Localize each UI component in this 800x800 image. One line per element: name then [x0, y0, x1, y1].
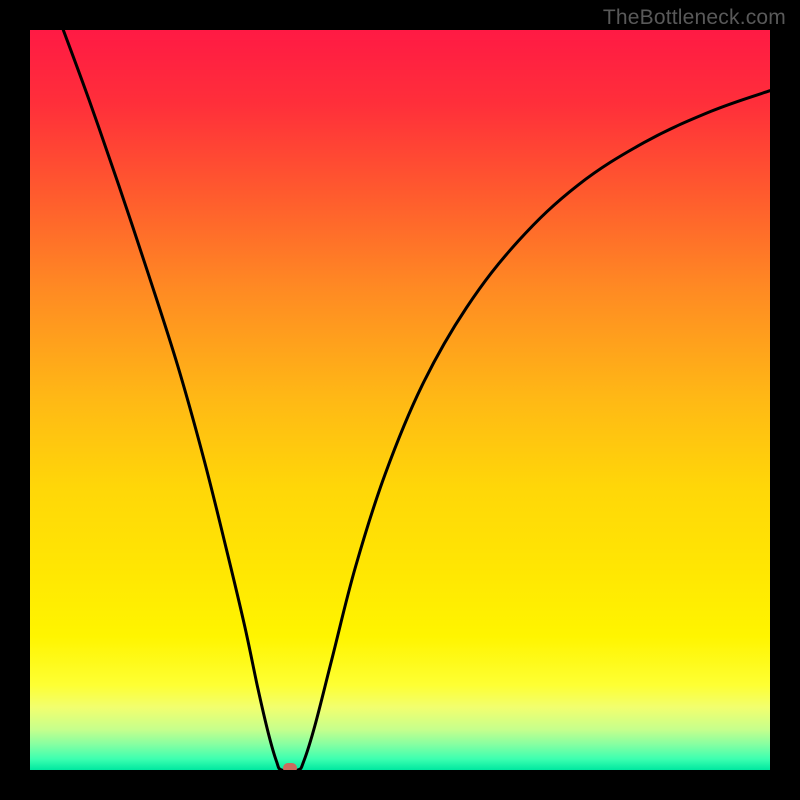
- bottleneck-curve: [30, 30, 770, 770]
- watermark-text: TheBottleneck.com: [603, 6, 786, 30]
- optimal-point-marker: [283, 763, 297, 770]
- plot-area: [30, 30, 770, 770]
